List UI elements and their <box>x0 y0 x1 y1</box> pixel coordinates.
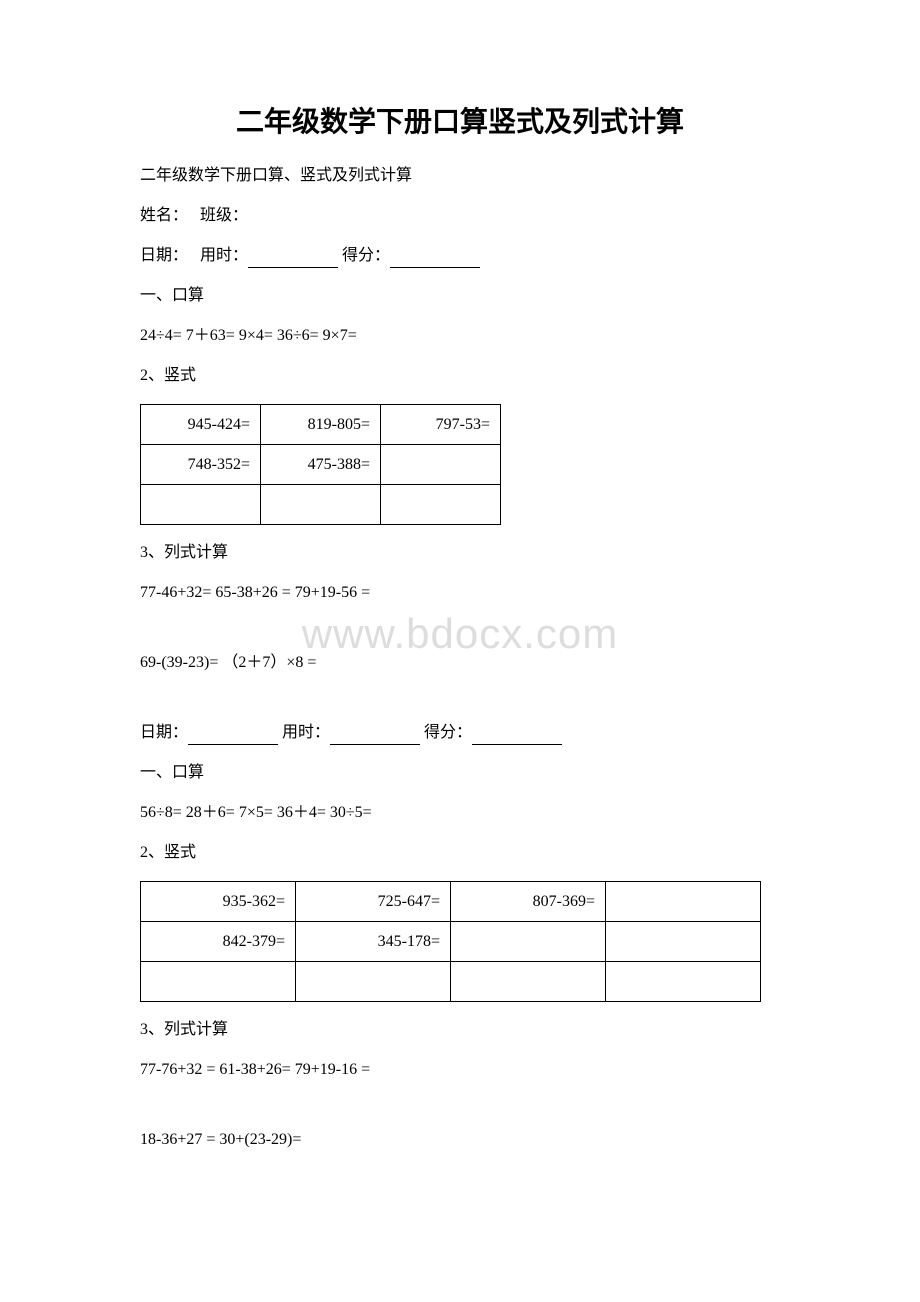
date-label: 日期： <box>140 724 188 741</box>
time-blank <box>330 727 420 745</box>
table-row: 748-352= 475-388= <box>141 445 501 485</box>
table-cell <box>451 962 606 1002</box>
section1-mental-heading: 一、口算 <box>140 284 780 308</box>
subtitle: 二年级数学下册口算、竖式及列式计算 <box>140 164 780 188</box>
section1-expr1: 77-46+32= 65-38+26 = 79+19-56 = <box>140 581 780 605</box>
date-time-score-line-1: 日期： 用时： 得分： <box>140 244 780 268</box>
table-cell <box>261 485 381 525</box>
date-label: 日期： <box>140 247 188 264</box>
page-title: 二年级数学下册口算竖式及列式计算 <box>140 100 780 140</box>
date-blank <box>188 727 278 745</box>
table-cell: 797-53= <box>381 405 501 445</box>
time-blank <box>248 250 338 268</box>
time-label: 用时： <box>282 724 330 741</box>
score-blank <box>390 250 480 268</box>
section2-table: 935-362= 725-647= 807-369= 842-379= 345-… <box>140 881 761 1002</box>
section1-mental-line: 24÷4= 7＋63= 9×4= 36÷6= 9×7= <box>140 324 780 348</box>
table-cell <box>381 445 501 485</box>
table-cell: 945-424= <box>141 405 261 445</box>
section2-expr1: 77-76+32 = 61-38+26= 79+19-16 = <box>140 1058 780 1082</box>
table-cell: 475-388= <box>261 445 381 485</box>
section2-mental-heading: 一、口算 <box>140 761 780 785</box>
table-cell <box>606 882 761 922</box>
table-row: 842-379= 345-178= <box>141 922 761 962</box>
table-cell: 842-379= <box>141 922 296 962</box>
document-content: 二年级数学下册口算竖式及列式计算 二年级数学下册口算、竖式及列式计算 姓名： 班… <box>140 100 780 1152</box>
table-row <box>141 485 501 525</box>
table-cell <box>606 962 761 1002</box>
table-cell <box>296 962 451 1002</box>
section1-vertical-heading: 2、竖式 <box>140 364 780 388</box>
section2-vertical-heading: 2、竖式 <box>140 841 780 865</box>
score-label: 得分： <box>424 724 472 741</box>
table-cell: 748-352= <box>141 445 261 485</box>
name-label: 姓名： <box>140 207 188 224</box>
table-cell: 807-369= <box>451 882 606 922</box>
section1-expr-heading: 3、列式计算 <box>140 541 780 565</box>
table-cell: 725-647= <box>296 882 451 922</box>
name-class-line: 姓名： 班级： <box>140 204 780 228</box>
section2-expr-heading: 3、列式计算 <box>140 1018 780 1042</box>
table-cell <box>451 922 606 962</box>
table-cell: 819-805= <box>261 405 381 445</box>
score-blank <box>472 727 562 745</box>
score-label: 得分： <box>342 247 390 264</box>
table-cell: 345-178= <box>296 922 451 962</box>
table-row: 945-424= 819-805= 797-53= <box>141 405 501 445</box>
table-cell: 935-362= <box>141 882 296 922</box>
table-cell <box>141 962 296 1002</box>
section1-table: 945-424= 819-805= 797-53= 748-352= 475-3… <box>140 404 501 525</box>
time-label: 用时： <box>200 247 248 264</box>
section1-expr2: 69-(39-23)= （2＋7）×8 = <box>140 651 780 675</box>
section2-expr2: 18-36+27 = 30+(23-29)= <box>140 1128 780 1152</box>
table-cell <box>606 922 761 962</box>
table-cell <box>141 485 261 525</box>
table-row: 935-362= 725-647= 807-369= <box>141 882 761 922</box>
date-time-score-line-2: 日期： 用时： 得分： <box>140 721 780 745</box>
section2-mental-line: 56÷8= 28＋6= 7×5= 36＋4= 30÷5= <box>140 801 780 825</box>
table-row <box>141 962 761 1002</box>
table-cell <box>381 485 501 525</box>
class-label: 班级： <box>200 207 248 224</box>
